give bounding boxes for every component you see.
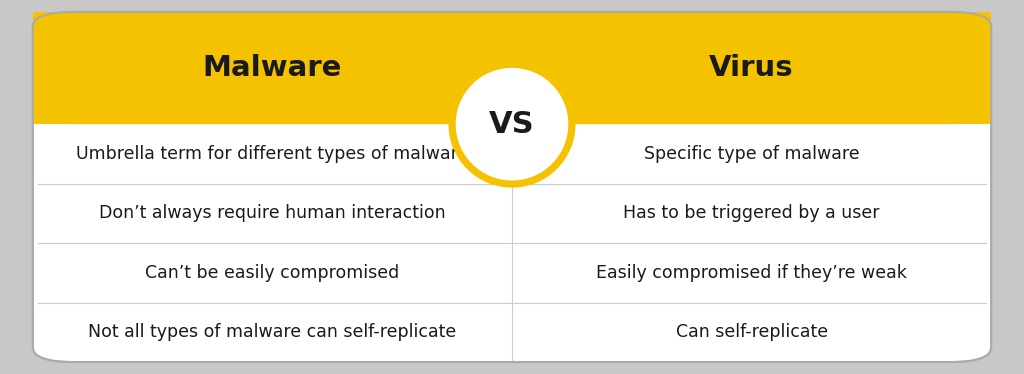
Text: Not all types of malware can self-replicate: Not all types of malware can self-replic… (88, 323, 457, 341)
Text: Umbrella term for different types of malware: Umbrella term for different types of mal… (76, 145, 469, 163)
FancyBboxPatch shape (33, 12, 991, 362)
Text: Easily compromised if they’re weak: Easily compromised if they’re weak (596, 264, 907, 282)
Text: Don’t always require human interaction: Don’t always require human interaction (99, 204, 445, 223)
Text: Virus: Virus (710, 54, 794, 82)
Text: Specific type of malware: Specific type of malware (644, 145, 859, 163)
Text: Can self-replicate: Can self-replicate (676, 323, 827, 341)
Text: Has to be triggered by a user: Has to be triggered by a user (624, 204, 880, 223)
Ellipse shape (449, 61, 575, 188)
Text: Can’t be easily compromised: Can’t be easily compromised (145, 264, 399, 282)
Bar (33, 105, 991, 124)
Text: Malware: Malware (203, 54, 342, 82)
Bar (33, 12, 991, 124)
Text: VS: VS (489, 110, 535, 139)
Ellipse shape (456, 68, 568, 181)
FancyBboxPatch shape (33, 12, 991, 124)
